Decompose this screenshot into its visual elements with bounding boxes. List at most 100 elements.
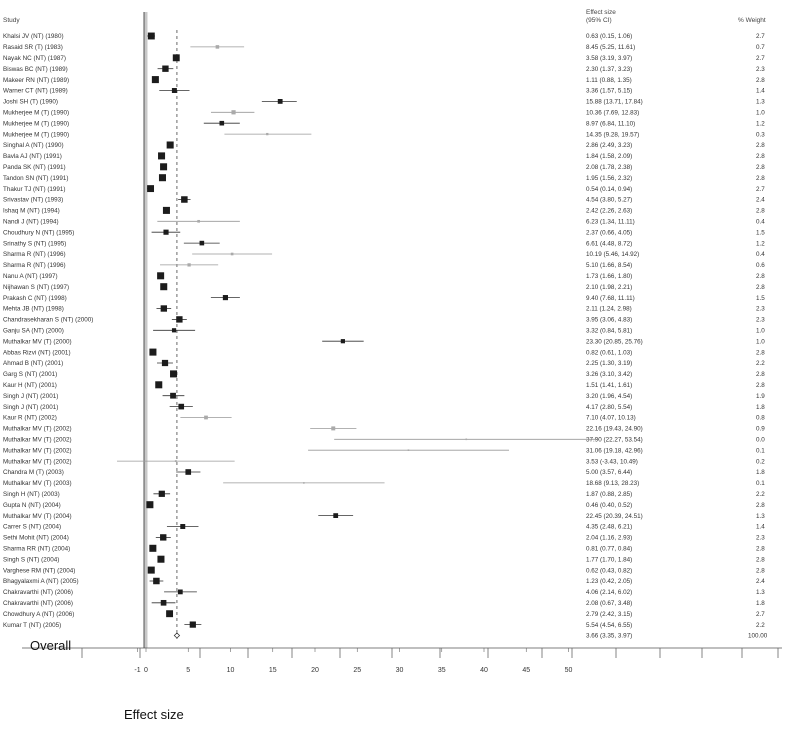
- study-label: Singh J (NT) (2001): [3, 393, 58, 400]
- study-label: Nandi J (NT) (1994): [3, 219, 59, 226]
- study-effect-ci: 23.30 (20.85, 25.76): [586, 338, 643, 345]
- study-label: Thakur TJ (NT) (1991): [3, 186, 66, 193]
- study-label: Gupta N (NT) (2004): [3, 502, 61, 509]
- study-point-estimate: [161, 359, 169, 367]
- study-point-estimate: [147, 566, 155, 574]
- study-weight: 1.0: [756, 338, 765, 345]
- study-weight: 0.4: [756, 219, 765, 226]
- study-label: Chakravarthi (NT) (2006): [3, 589, 73, 596]
- study-weight: 0.2: [756, 458, 765, 465]
- study-point-estimate: [162, 65, 169, 72]
- study-effect-ci: 3.26 (3.10, 3.42): [586, 371, 632, 378]
- study-effect-ci: 3.58 (3.19, 3.97): [586, 55, 632, 62]
- study-point-estimate: [160, 163, 168, 171]
- study-point-estimate: [171, 328, 177, 333]
- study-effect-ci: 18.68 (9.13, 28.23): [586, 480, 639, 487]
- study-point-estimate: [303, 482, 305, 484]
- study-effect-ci: 8.97 (6.84, 11.10): [586, 120, 635, 127]
- study-label: Nayak NC (NT) (1987): [3, 55, 66, 62]
- study-weight: 0.7: [756, 44, 765, 51]
- study-effect-ci: 22.45 (20.39, 24.51): [586, 513, 643, 520]
- study-label: Ganju SA (NT) (2000): [3, 328, 64, 335]
- study-point-estimate: [187, 263, 191, 267]
- study-point-estimate: [157, 272, 165, 280]
- x-axis-title: Effect size: [124, 707, 184, 722]
- study-label: Warner CT (NT) (1989): [3, 88, 68, 95]
- study-point-estimate: [160, 534, 167, 541]
- study-label: Carrer S (NT) (2004): [3, 524, 61, 531]
- study-point-estimate: [170, 392, 176, 399]
- study-effect-ci: 15.88 (13.71, 17.84): [586, 99, 643, 106]
- study-point-estimate: [166, 141, 174, 149]
- study-point-estimate: [155, 381, 163, 389]
- study-point-estimate: [197, 219, 200, 223]
- study-weight: 1.5: [756, 229, 765, 236]
- study-weight: 0.0: [756, 437, 765, 444]
- study-weight: 1.0: [756, 110, 765, 117]
- overall-effect-ci: 3.66 (3.35, 3.97): [586, 633, 632, 640]
- study-point-estimate: [177, 589, 183, 595]
- x-tick-label: 30: [396, 667, 404, 674]
- study-effect-ci: 3.53 (-3.43, 10.49): [586, 458, 638, 465]
- study-effect-ci: 1.51 (1.41, 1.61): [586, 382, 632, 389]
- study-effect-ci: 9.40 (7.68, 11.11): [586, 295, 635, 302]
- study-point-estimate: [162, 206, 170, 214]
- study-label: Ishaq M (NT) (1994): [3, 208, 60, 215]
- study-point-estimate: [157, 555, 165, 563]
- study-label: Chandra M (T) (2003): [3, 469, 64, 476]
- study-label: Chakravarthi (NT) (2006): [3, 600, 73, 607]
- study-weight: 1.8: [756, 600, 765, 607]
- study-weight: 2.8: [756, 567, 765, 574]
- study-label: Panda SK (NT) (1991): [3, 164, 66, 171]
- study-effect-ci: 0.46 (0.40, 0.52): [586, 502, 632, 509]
- study-effect-ci: 8.45 (5.25, 11.61): [586, 44, 635, 51]
- study-point-estimate: [331, 426, 336, 431]
- study-weight: 2.3: [756, 317, 765, 324]
- study-weight: 2.2: [756, 622, 765, 629]
- study-label: Sharma R (NT) (1996): [3, 251, 66, 258]
- study-point-estimate: [266, 132, 269, 136]
- study-effect-ci: 6.61 (4.48, 8.72): [586, 240, 632, 247]
- study-point-estimate: [178, 403, 185, 410]
- study-label: Singhal A (NT) (1990): [3, 142, 64, 149]
- study-point-estimate: [199, 240, 205, 246]
- study-weight: 1.3: [756, 99, 765, 106]
- study-point-estimate: [180, 524, 186, 529]
- study-label: Mukherjee M (T) (1990): [3, 120, 69, 127]
- study-weight: 1.3: [756, 513, 765, 520]
- study-point-estimate: [160, 305, 168, 312]
- study-label: Sharma R (NT) (1996): [3, 262, 66, 269]
- x-tick-label: 15: [269, 667, 277, 674]
- study-label: Ahmad B (NT) (2001): [3, 360, 63, 367]
- study-weight: 1.8: [756, 469, 765, 476]
- study-weight: 0.6: [756, 262, 765, 269]
- study-weight: 1.5: [756, 295, 765, 302]
- study-point-estimate: [163, 229, 169, 235]
- x-tick-label: 5: [186, 667, 190, 674]
- study-label: Srivastav (NT) (1993): [3, 197, 63, 204]
- study-effect-ci: 3.32 (0.84, 5.81): [586, 328, 632, 335]
- study-point-estimate: [465, 438, 468, 441]
- study-weight: 2.8: [756, 142, 765, 149]
- weight-column-header: % Weight: [738, 17, 766, 24]
- x-tick-label: 35: [438, 667, 446, 674]
- study-label: Kumar T (NT) (2005): [3, 622, 61, 629]
- study-point-estimate: [160, 283, 168, 291]
- study-weight: 0.3: [756, 131, 765, 138]
- study-label: Sharma RR (NT) (2004): [3, 546, 70, 553]
- study-weight: 1.4: [756, 524, 765, 531]
- study-point-estimate: [158, 152, 166, 160]
- study-effect-ci: 37.90 (22.27, 53.54): [586, 437, 643, 444]
- study-effect-ci: 22.16 (19.43, 24.90): [586, 426, 643, 433]
- study-weight: 2.8: [756, 175, 765, 182]
- study-label: Choudhury N (NT) (1995): [3, 229, 74, 236]
- study-point-estimate: [333, 513, 339, 518]
- study-weight: 2.2: [756, 491, 765, 498]
- study-effect-ci: 2.04 (1.16, 2.93): [586, 535, 632, 542]
- study-effect-ci: 4.35 (2.48, 6.21): [586, 524, 632, 531]
- study-label: Nanu A (NT) (1997): [3, 273, 58, 280]
- study-point-estimate: [407, 449, 410, 451]
- study-point-estimate: [146, 501, 154, 509]
- study-label: Mukherjee M (T) (1990): [3, 131, 69, 138]
- study-weight: 2.8: [756, 382, 765, 389]
